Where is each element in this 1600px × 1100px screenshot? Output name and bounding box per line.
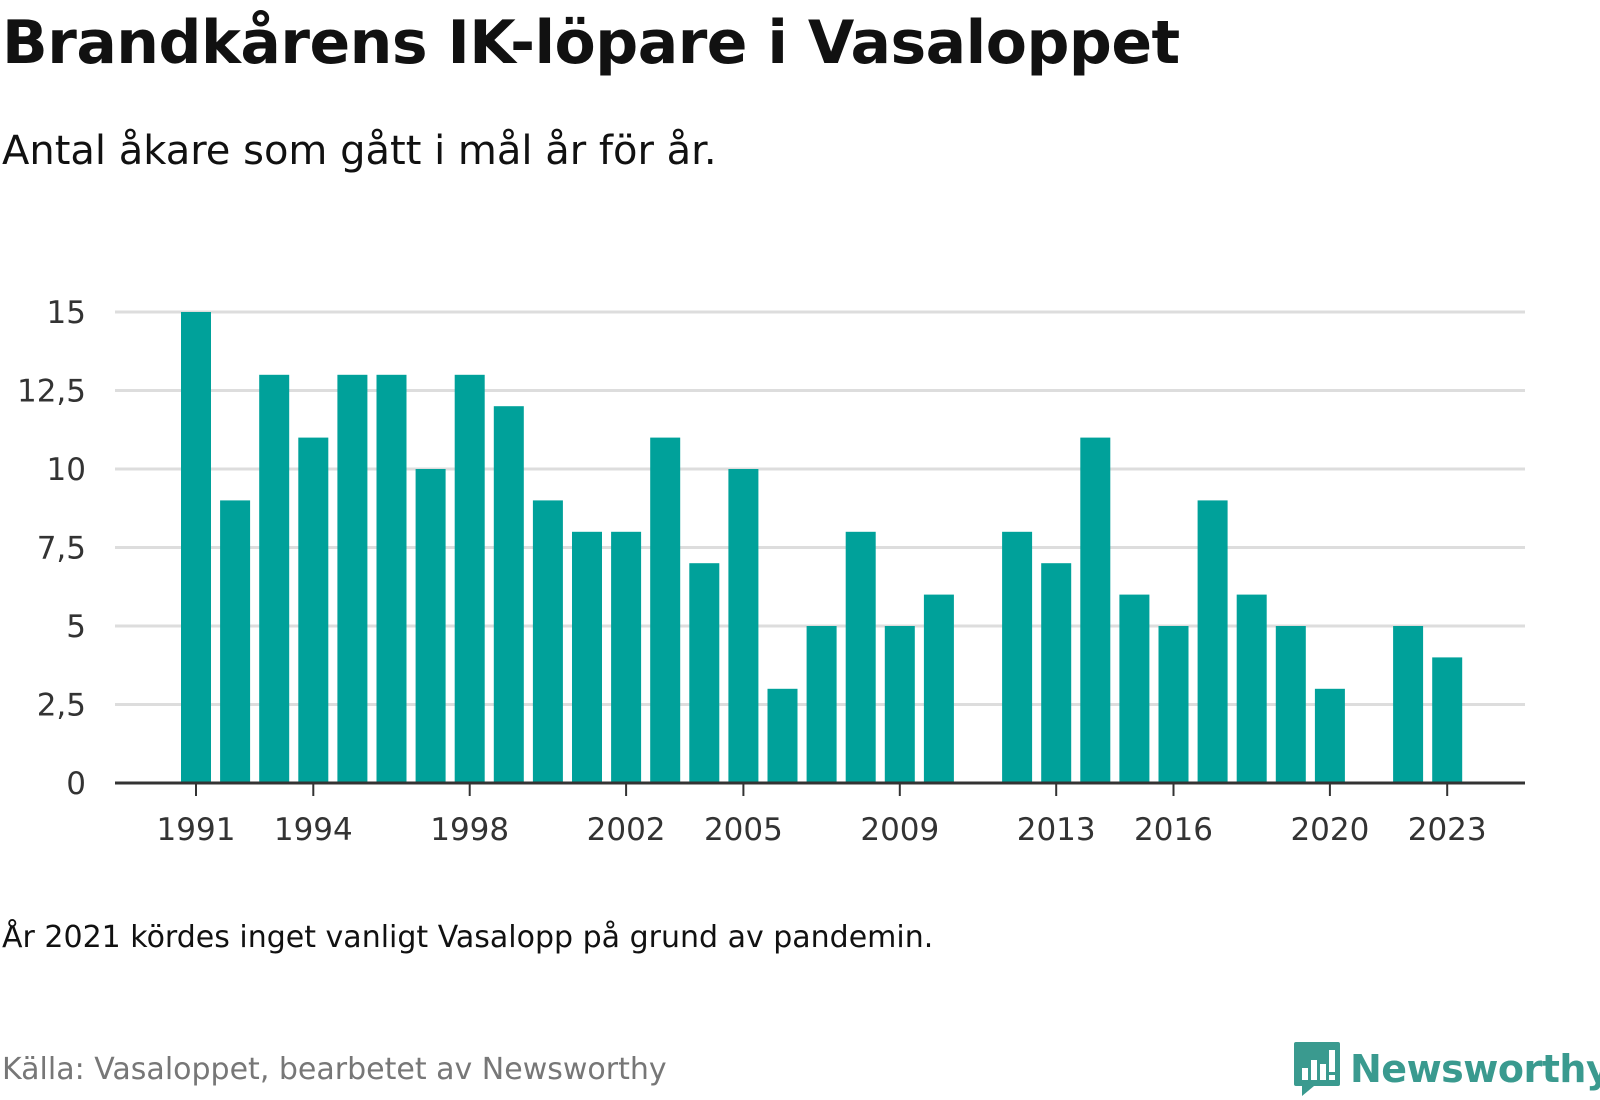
- bar-2007: [806, 626, 837, 783]
- bar-2014: [1080, 437, 1111, 783]
- bar-2004: [689, 563, 720, 783]
- bar-2023: [1432, 657, 1463, 783]
- x-tick-label: 2013: [1017, 812, 1096, 848]
- x-axis: 1991 1994 1998 2002 2005 2009 2013 2016 2020 2023: [115, 781, 1525, 848]
- bar-1991: [181, 312, 211, 783]
- bar-2016: [1158, 626, 1189, 783]
- x-tick-label: 1998: [430, 812, 509, 848]
- bar-2002: [611, 531, 642, 783]
- brand-name: Newsworthy: [1350, 1047, 1600, 1091]
- bar-2010: [923, 594, 954, 783]
- bar-1997: [415, 469, 446, 783]
- x-tick-label: 1991: [157, 812, 236, 848]
- bar-1995: [337, 374, 368, 783]
- bar-2003: [650, 437, 681, 783]
- chart-subtitle: Antal åkare som gått i mål år för år.: [2, 128, 717, 174]
- bar-2017: [1197, 500, 1228, 783]
- bar-1998: [454, 374, 485, 783]
- bar-1996: [376, 374, 407, 783]
- bar-2018: [1236, 594, 1267, 783]
- bar-1993: [259, 374, 290, 783]
- y-tick-label: 0: [66, 766, 86, 802]
- y-tick-label: 5: [66, 609, 86, 645]
- y-tick-label: 10: [47, 452, 86, 488]
- x-tick-label: 2005: [704, 812, 783, 848]
- bar-2013: [1041, 563, 1072, 783]
- y-tick-label: 15: [47, 295, 86, 331]
- newsworthy-logo: Newsworthy: [1292, 1040, 1600, 1098]
- x-tick-label: 2020: [1290, 812, 1369, 848]
- source-note: Källa: Vasaloppet, bearbetet av Newswort…: [2, 1052, 667, 1087]
- y-tick-label: 12,5: [17, 374, 86, 410]
- bar-2022: [1393, 626, 1424, 783]
- x-tick-label: 1994: [274, 812, 353, 848]
- x-tick-label: 2002: [587, 812, 666, 848]
- bar-2020: [1314, 688, 1345, 783]
- bar-2015: [1119, 594, 1150, 783]
- x-tick-label: 2016: [1134, 812, 1213, 848]
- bars: [181, 312, 1463, 783]
- bar-2000: [532, 500, 563, 783]
- x-tick-label: 2009: [860, 812, 939, 848]
- chart-badge-icon: [1294, 1042, 1340, 1096]
- bar-1999: [493, 406, 524, 783]
- bar-2008: [845, 531, 876, 783]
- bar-1992: [220, 500, 251, 783]
- bar-2001: [572, 531, 602, 783]
- bar-2006: [767, 688, 798, 783]
- y-axis: 0 2,5 5 7,5 10 12,5 15: [17, 295, 86, 802]
- bar-2009: [884, 626, 915, 783]
- footnote: År 2021 kördes inget vanligt Vasalopp på…: [2, 920, 934, 955]
- bar-1994: [298, 437, 329, 783]
- bar-2019: [1275, 626, 1306, 783]
- chart-title: Brandkårens IK-löpare i Vasaloppet: [2, 8, 1180, 78]
- bar-2005: [728, 469, 759, 783]
- x-tick-label: 2023: [1408, 812, 1487, 848]
- bar-2012: [1002, 531, 1033, 783]
- y-tick-label: 2,5: [37, 688, 86, 724]
- y-tick-label: 7,5: [37, 531, 86, 567]
- bar-chart: 0 2,5 5 7,5 10 12,5 15 1991 1994 1998 2002 2005 200…: [17, 295, 1525, 848]
